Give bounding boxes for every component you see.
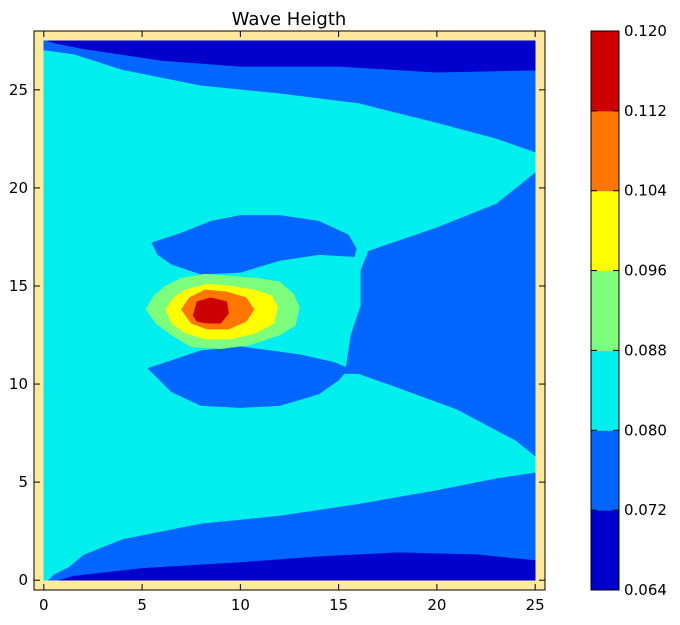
- contour-regions: [43, 40, 536, 581]
- colorbar-ticks: 0.064 0.072 0.080 0.088 0.096 0.104 0.112 0.120: [591, 22, 667, 599]
- colorbar-band-0: [591, 510, 619, 591]
- colorbar-frame: [590, 30, 620, 591]
- y-tick-label: 0: [18, 571, 28, 589]
- colorbar-tick-label: 0.104: [624, 182, 667, 200]
- contour-region-2: [59, 552, 536, 581]
- colorbar-tick-label: 0.096: [624, 262, 667, 280]
- chart-title: Wave Heigth: [232, 9, 347, 30]
- plot-area: 0 5 10 15 20 25 0 5 10 15 20 25: [9, 30, 546, 614]
- x-tick-label: 10: [231, 596, 250, 614]
- colorbar-tick-label: 0.088: [624, 341, 667, 359]
- x-tick-label: 15: [329, 596, 348, 614]
- y-tick-label: 5: [18, 473, 28, 491]
- colorbar-tick-label: 0.064: [624, 581, 667, 599]
- x-tick-label: 0: [39, 596, 49, 614]
- y-tick-label: 15: [9, 277, 28, 295]
- colorbar-tick-label: 0.112: [624, 102, 667, 120]
- contour-region-1: [47, 40, 536, 73]
- colorbar-tick-label: 0.080: [624, 421, 667, 439]
- colorbar-band-5: [591, 110, 619, 192]
- plot-frame: [33, 30, 546, 591]
- colorbar-tick-label: 0.072: [624, 501, 667, 519]
- contour-region-4: [151, 215, 357, 275]
- y-tick-label: 10: [9, 375, 28, 393]
- colorbar-band-3: [591, 270, 619, 351]
- x-tick-label: 5: [137, 596, 147, 614]
- x-axis: 0 5 10 15 20 25: [39, 31, 545, 614]
- colorbar-band-1: [591, 430, 619, 511]
- colorbar-band-2: [591, 350, 619, 431]
- colorbar: 0.064 0.072 0.080 0.088 0.096 0.104 0.112 0.120: [590, 22, 667, 599]
- x-tick-label: 25: [526, 596, 545, 614]
- colorbar-bands: [591, 31, 619, 591]
- contour-region-9: [192, 297, 229, 324]
- y-tick-label: 25: [9, 81, 28, 99]
- colorbar-band-6: [591, 31, 619, 112]
- x-tick-label: 20: [427, 596, 446, 614]
- y-axis: 0 5 10 15 20 25: [9, 81, 545, 589]
- colorbar-tick-label: 0.120: [624, 22, 667, 40]
- y-tick-label: 20: [9, 179, 28, 197]
- colorbar-band-4: [591, 190, 619, 272]
- contour-region-5: [147, 346, 349, 408]
